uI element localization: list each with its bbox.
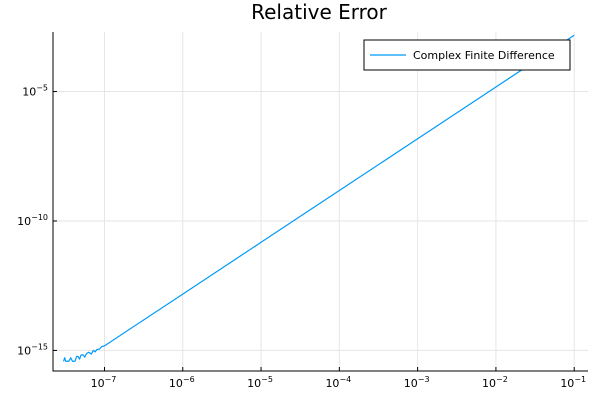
x-tick-label: 10−4	[325, 375, 351, 390]
series-line-complex-finite-difference	[62, 34, 575, 362]
x-tick-label: 10−7	[91, 375, 117, 390]
x-tick-label: 10−1	[560, 375, 586, 390]
legend: Complex Finite Difference	[363, 39, 571, 71]
x-tick-label: 10−5	[247, 375, 273, 390]
x-tick-label: 10−2	[482, 375, 508, 390]
x-tick-label: 10−3	[404, 375, 430, 390]
y-tick-label: 10−15	[17, 342, 48, 357]
axis-lines	[52, 32, 588, 372]
series-layer	[62, 34, 575, 362]
y-axis-ticks: 10−15 10−10 10−5	[17, 84, 57, 357]
y-tick-label: 10−10	[17, 213, 48, 228]
grid-lines	[53, 32, 588, 371]
x-axis-ticks: 10−7 10−6 10−5 10−4 10−3 10−2 10−1	[91, 367, 586, 390]
y-tick-label: 10−5	[22, 84, 48, 99]
x-tick-label: 10−6	[169, 375, 195, 390]
legend-label: Complex Finite Difference	[413, 49, 555, 62]
chart-title: Relative Error	[251, 0, 388, 24]
